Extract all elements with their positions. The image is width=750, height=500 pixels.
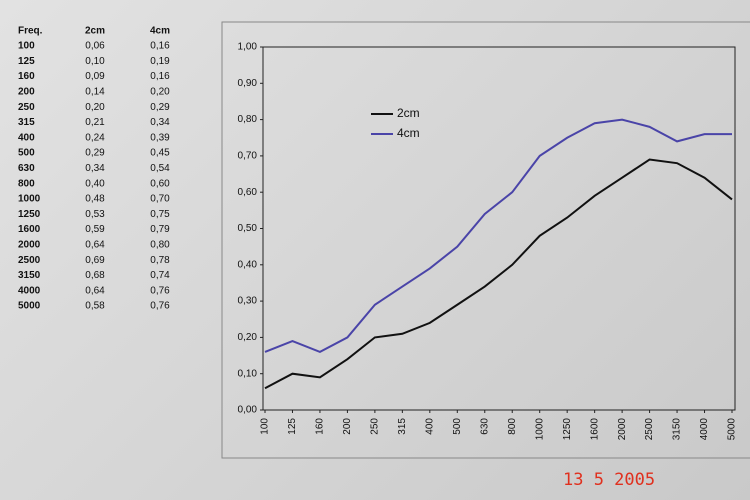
table-cell: 160	[18, 71, 35, 82]
table-cell: 0,76	[150, 285, 170, 296]
table-cell: 2500	[18, 255, 41, 266]
chart-frame	[221, 21, 750, 459]
table-cell: 630	[18, 163, 35, 174]
table-cell: 0,19	[150, 56, 170, 67]
table-cell: 0,16	[150, 41, 170, 52]
x-tick-label: 630	[479, 418, 490, 435]
legend-label: 2cm	[397, 106, 420, 120]
x-tick-label: 1600	[589, 418, 600, 441]
x-tick-label: 400	[424, 418, 435, 435]
y-tick-label: 0,60	[238, 187, 258, 198]
x-tick-label: 315	[397, 418, 408, 435]
y-tick-label: 0,90	[238, 78, 258, 89]
table-cell: 250	[18, 102, 35, 113]
table-cell: 0,34	[150, 117, 170, 128]
table-cell: 0,64	[85, 240, 105, 251]
y-tick-label: 0,20	[238, 332, 258, 343]
y-tick-label: 0,50	[238, 223, 258, 234]
table-cell: 0,29	[150, 102, 170, 113]
table-cell: 0,16	[150, 71, 170, 82]
date-stamp: 13 5 2005	[563, 470, 655, 490]
table-cell: 3150	[18, 270, 41, 281]
table-cell: 0,10	[85, 56, 105, 67]
table-cell: 0,60	[150, 178, 170, 189]
table-cell: 2000	[18, 240, 41, 251]
table-cell: 125	[18, 56, 35, 67]
table-cell: 0,09	[85, 71, 105, 82]
series-line	[264, 118, 732, 354]
table-cell: 200	[18, 87, 35, 98]
table-cell: 0,78	[150, 255, 170, 266]
table-cell: 0,20	[150, 87, 170, 98]
x-tick-label: 100	[260, 418, 271, 435]
y-tick-label: 0,40	[238, 259, 258, 270]
table-cell: 5000	[18, 301, 41, 312]
table-cell: 0,06	[85, 41, 105, 52]
y-tick-label: 0,30	[238, 296, 258, 307]
y-tick-label: 0,00	[238, 405, 258, 416]
x-tick-label: 200	[342, 418, 353, 435]
x-tick-label: 160	[315, 418, 326, 435]
table-cell: 0,75	[150, 209, 170, 220]
table-cell: 0,68	[85, 270, 105, 281]
table-cell: 800	[18, 178, 35, 189]
table-cell: 0,70	[150, 194, 170, 205]
table-cell: 0,76	[150, 301, 170, 312]
table-cell: 0,53	[85, 209, 105, 220]
table-cell: 315	[18, 117, 35, 128]
table-cell: 0,29	[85, 148, 105, 159]
table-header: Freq.	[18, 26, 43, 37]
table-cell: 0,48	[85, 194, 105, 205]
table-cell: 0,58	[85, 301, 105, 312]
table-cell: 0,69	[85, 255, 105, 266]
table-cell: 0,39	[150, 132, 170, 143]
y-tick-label: 0,70	[238, 151, 258, 162]
x-tick-label: 2000	[617, 418, 628, 441]
x-tick-label: 800	[507, 418, 518, 435]
table-cell: 0,21	[85, 117, 105, 128]
table-cell: 0,74	[150, 270, 170, 281]
table-cell: 400	[18, 132, 35, 143]
x-tick-label: 3150	[672, 418, 683, 441]
table-cell: 1600	[18, 224, 41, 235]
x-tick-label: 5000	[727, 418, 738, 441]
table-cell: 4000	[18, 285, 41, 296]
x-tick-label: 1000	[534, 418, 545, 441]
table-cell: 0,14	[85, 87, 105, 98]
x-tick-label: 250	[370, 418, 381, 435]
x-tick-label: 1250	[562, 418, 573, 441]
table-cell: 0,79	[150, 224, 170, 235]
table-cell: 0,64	[85, 285, 105, 296]
plot-area	[262, 46, 736, 411]
table-cell: 0,80	[150, 240, 170, 251]
table-cell: 1250	[18, 209, 41, 220]
table-header: 4cm	[150, 26, 170, 37]
table-cell: 0,59	[85, 224, 105, 235]
table-cell: 100	[18, 41, 35, 52]
y-tick-label: 0,80	[238, 114, 258, 125]
x-tick-label: 4000	[699, 418, 710, 441]
table-cell: 0,20	[85, 102, 105, 113]
table-cell: 500	[18, 148, 35, 159]
table-cell: 0,34	[85, 163, 105, 174]
table-cell: 0,24	[85, 132, 105, 143]
legend-label: 4cm	[397, 126, 420, 140]
table-cell: 0,40	[85, 178, 105, 189]
table-cell: 0,54	[150, 163, 170, 174]
y-tick-label: 0,10	[238, 368, 258, 379]
table-cell: 0,45	[150, 148, 170, 159]
x-tick-label: 2500	[644, 418, 655, 441]
table-header: 2cm	[85, 26, 105, 37]
series-line	[264, 158, 733, 390]
table-cell: 1000	[18, 194, 41, 205]
y-tick-label: 1,00	[238, 42, 258, 53]
x-tick-label: 500	[452, 418, 463, 435]
x-tick-label: 125	[287, 418, 298, 435]
